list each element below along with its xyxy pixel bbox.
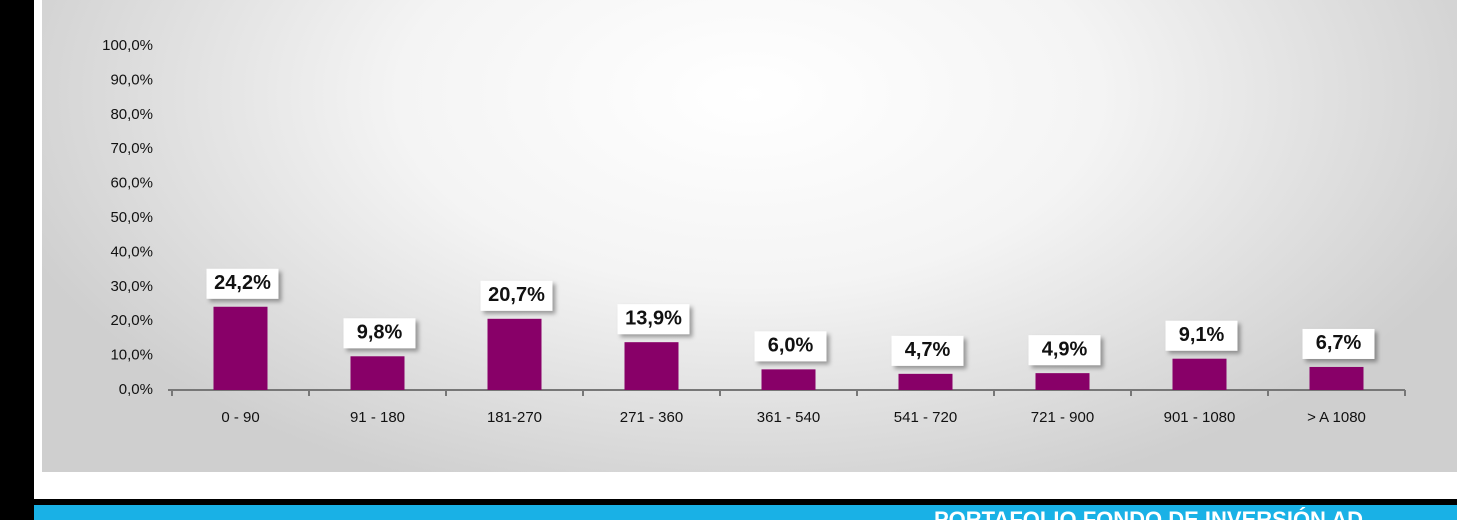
- data-label: 6,0%: [768, 335, 814, 357]
- data-label-box: [1302, 328, 1375, 359]
- x-tick-label: 91 - 180: [350, 409, 405, 426]
- data-label-box: [1165, 320, 1238, 351]
- bar: [761, 369, 816, 390]
- data-label-box: [343, 318, 416, 349]
- data-label: 20,7%: [488, 284, 545, 306]
- y-tick-label: 100,0%: [102, 37, 153, 54]
- data-label-box: [480, 280, 553, 311]
- y-tick-label: 40,0%: [110, 243, 153, 260]
- data-label-box: [891, 335, 964, 366]
- y-tick-label: 70,0%: [110, 140, 153, 157]
- bar: [898, 373, 953, 390]
- data-label-box: [617, 304, 690, 335]
- data-label: 9,1%: [1179, 324, 1225, 346]
- data-label: 13,9%: [625, 307, 682, 329]
- data-label: 4,7%: [905, 339, 951, 361]
- y-tick-label: 10,0%: [110, 347, 153, 364]
- data-label: 24,2%: [214, 272, 271, 294]
- data-label-box: [1028, 335, 1101, 366]
- x-tick-label: > A 1080: [1307, 409, 1366, 426]
- bar: [1172, 358, 1227, 390]
- data-label: 9,8%: [357, 322, 403, 344]
- chart: 0,0% 10,0% 20,0% 30,0% 40,0% 50,0% 60,0% 70,0% 8…: [102, 37, 1406, 426]
- y-tick-label: 30,0%: [110, 278, 153, 295]
- data-label-box: [206, 268, 279, 299]
- data-label-box: [754, 331, 827, 362]
- y-tick-label: 80,0%: [110, 106, 153, 123]
- x-tick-label: 181-270: [487, 409, 542, 426]
- x-tick-label: 0 - 90: [221, 409, 259, 426]
- data-label: 6,7%: [1316, 332, 1362, 354]
- y-tick-label: 0,0%: [119, 381, 153, 398]
- x-tick-label: 901 - 1080: [1164, 409, 1236, 426]
- bar: [1309, 366, 1364, 390]
- data-label: 4,9%: [1042, 338, 1088, 360]
- plot-background: [42, 0, 1457, 472]
- bar: [1035, 373, 1090, 390]
- bar: [624, 342, 679, 390]
- x-tick-label: 541 - 720: [894, 409, 957, 426]
- banner: PORTAFOLIO FONDO DE INVERSIÓN AD: [34, 505, 1457, 520]
- banner-text: PORTAFOLIO FONDO DE INVERSIÓN AD: [934, 507, 1364, 520]
- x-tick-label: 721 - 900: [1031, 409, 1094, 426]
- y-tick-label: 60,0%: [110, 175, 153, 192]
- y-tick-label: 90,0%: [110, 71, 153, 88]
- left-border: [0, 0, 34, 520]
- y-tick-label: 50,0%: [110, 209, 153, 226]
- bar: [213, 306, 268, 390]
- y-tick-label: 20,0%: [110, 312, 153, 329]
- bar: [487, 318, 542, 390]
- x-tick-label: 271 - 360: [620, 409, 683, 426]
- separator: [34, 499, 1457, 505]
- x-tick-label: 361 - 540: [757, 409, 820, 426]
- bar: [350, 356, 405, 390]
